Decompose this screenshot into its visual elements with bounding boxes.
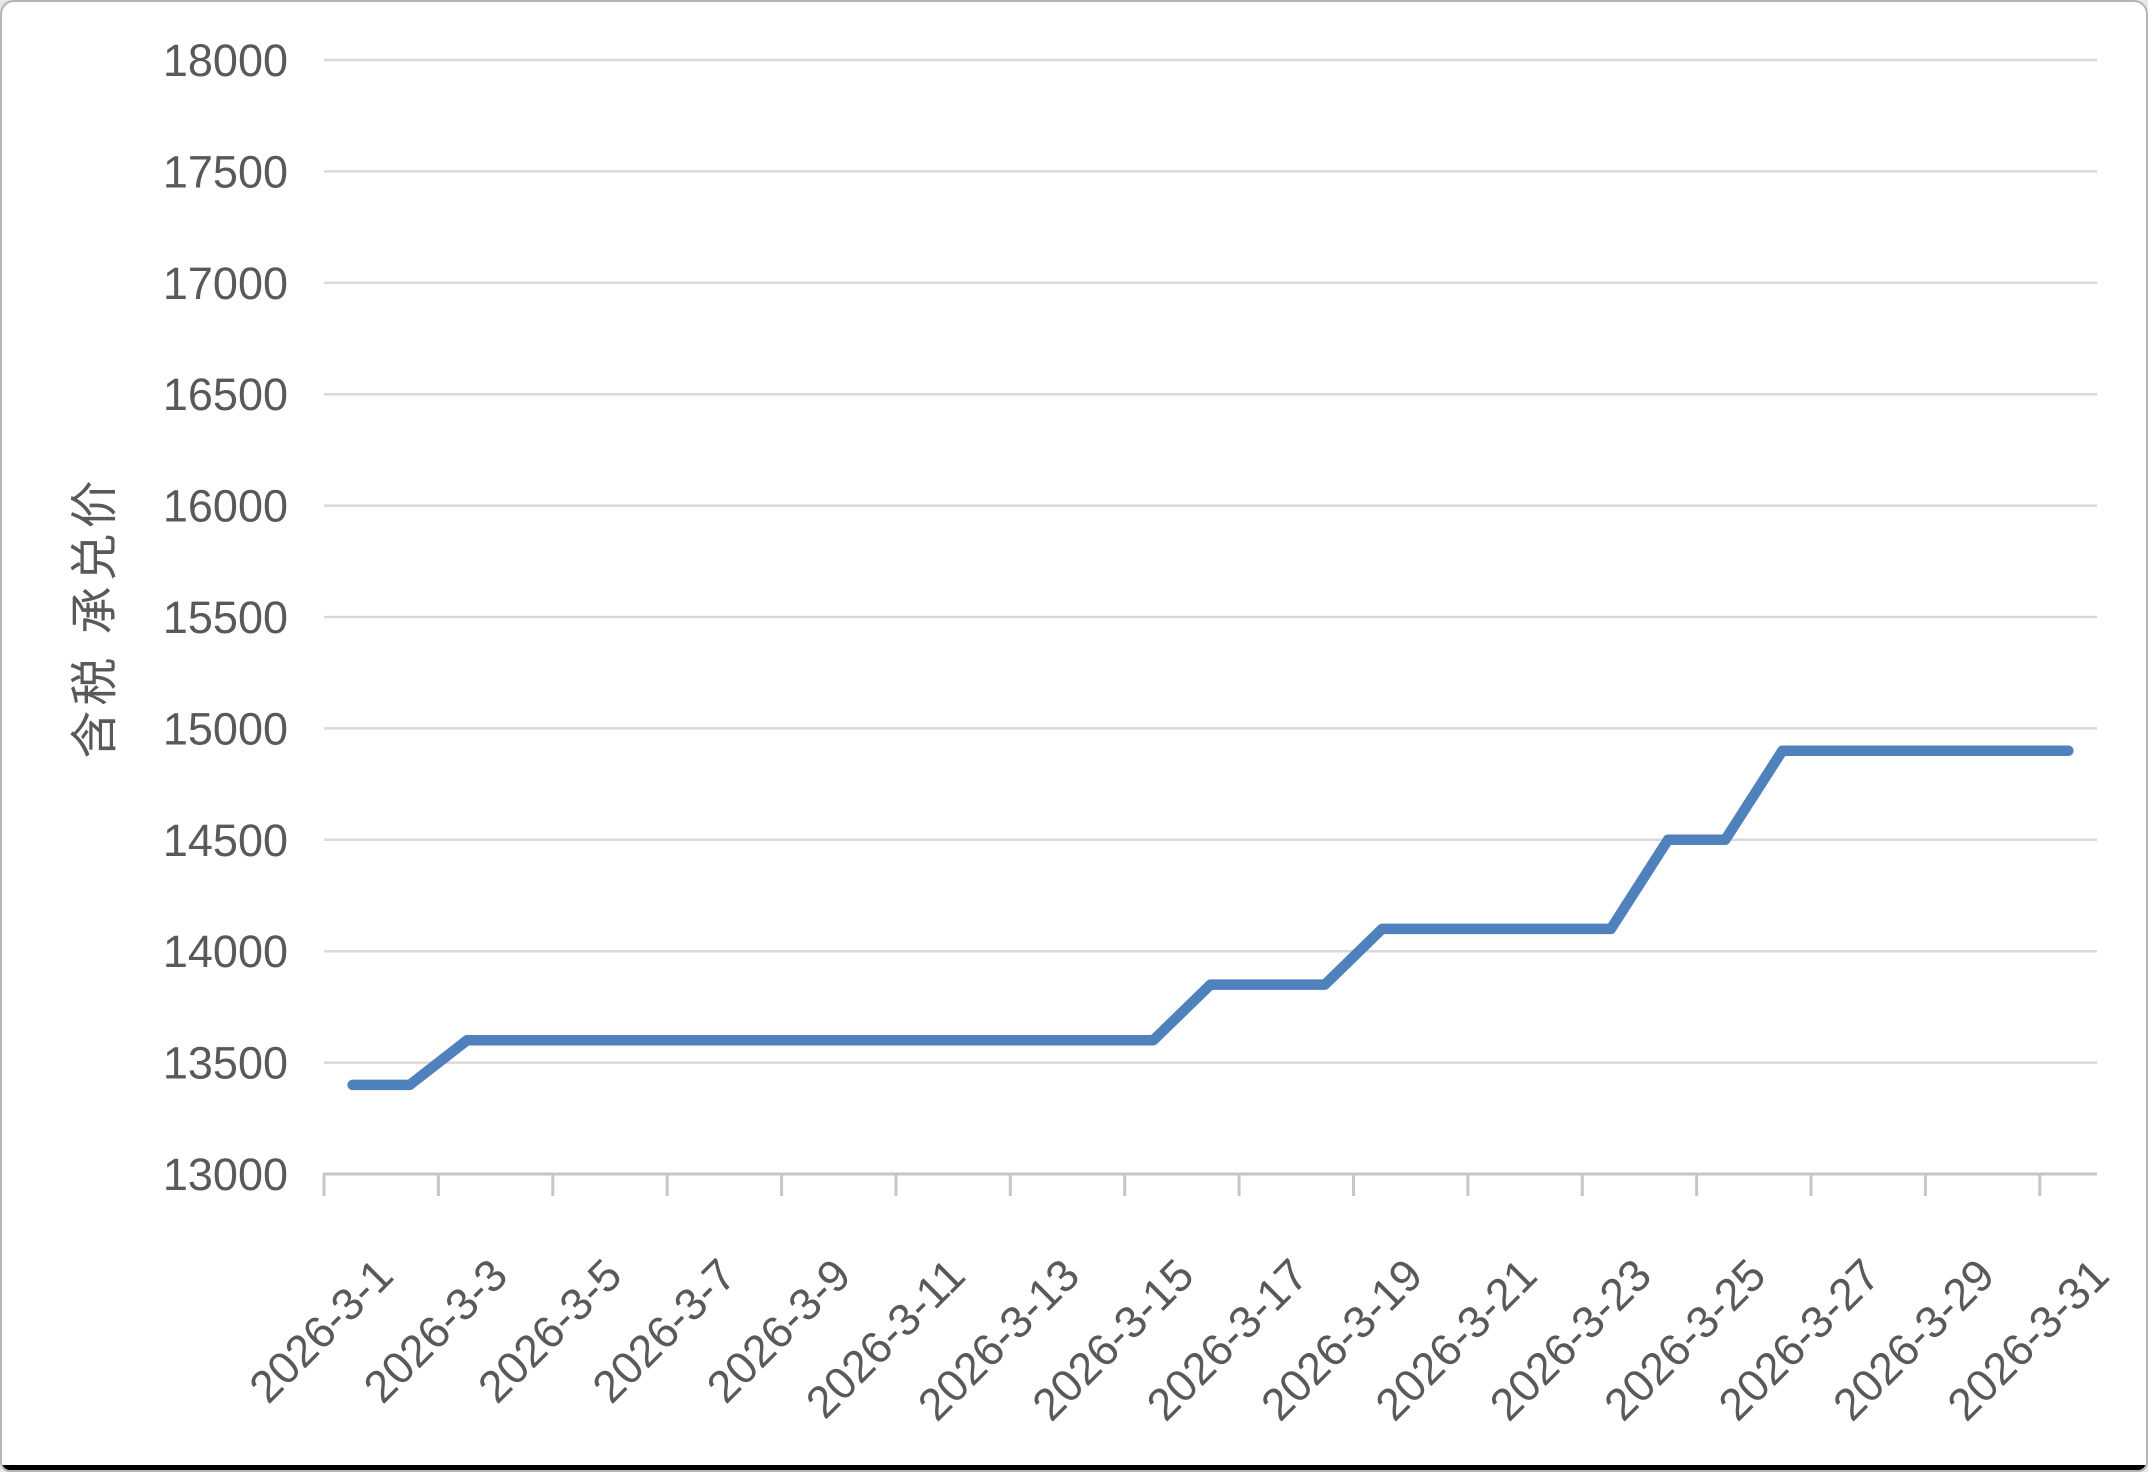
y-tick-label: 16000 <box>163 481 288 532</box>
series-line <box>347 745 2074 1091</box>
y-tick-label: 13500 <box>163 1038 288 1089</box>
y-tick-label: 14000 <box>163 926 288 977</box>
y-tick-label: 17000 <box>163 258 288 309</box>
y-tick-label: 14500 <box>163 815 288 866</box>
y-tick-label: 16500 <box>163 369 288 420</box>
window-bottom-edge <box>2 1465 2146 1470</box>
y-tick-label: 18000 <box>163 35 288 86</box>
y-tick-label: 13000 <box>163 1149 288 1200</box>
y-tick-label: 15000 <box>163 703 288 754</box>
y-tick-label: 17500 <box>163 146 288 197</box>
y-tick-label: 15500 <box>163 592 288 643</box>
